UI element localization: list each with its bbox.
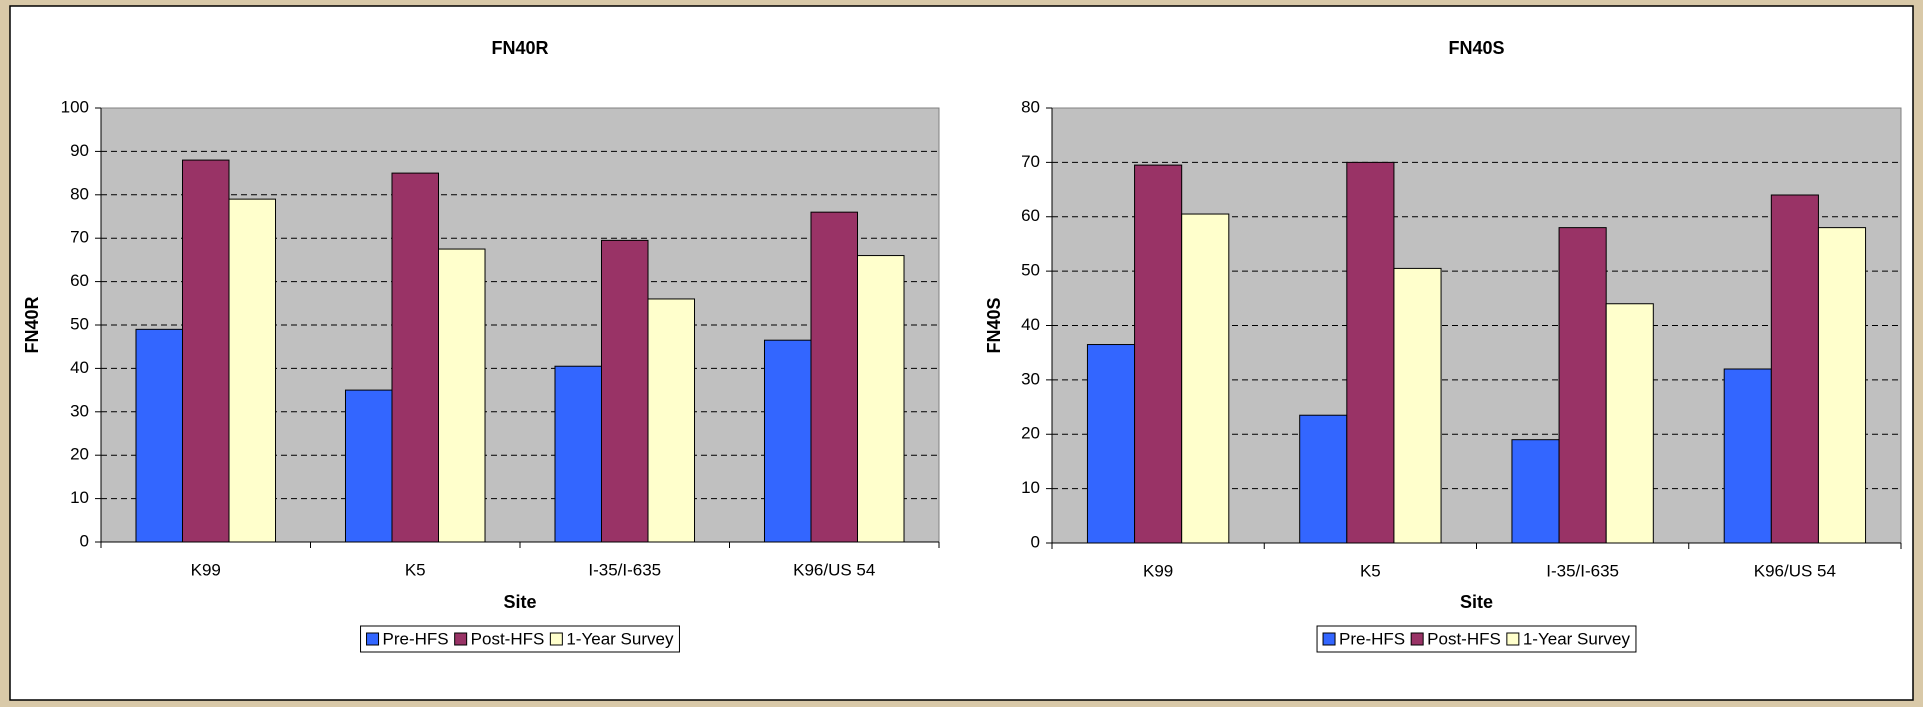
legend-swatch (1322, 632, 1336, 646)
bar (1299, 414, 1348, 544)
y-tick-label: 60 (1021, 206, 1040, 225)
y-tick-label: 80 (1021, 97, 1040, 116)
bar (554, 365, 602, 543)
y-tick-label: 10 (1021, 478, 1040, 497)
x-tick-label: K96/US 54 (793, 560, 875, 579)
y-tick-label: 70 (1021, 152, 1040, 171)
y-tick-label: 70 (70, 228, 89, 247)
y-tick-label: 0 (80, 531, 89, 550)
x-tick-label: K96/US 54 (1754, 561, 1836, 580)
legend-swatch (1410, 632, 1424, 646)
bar (1605, 303, 1654, 544)
legend-box (360, 625, 680, 653)
bar (1134, 164, 1183, 544)
bar (1086, 344, 1136, 544)
legend-label: 1-Year Survey (1523, 629, 1631, 648)
y-tick-label: 100 (61, 97, 89, 116)
legend-box (1316, 625, 1637, 653)
legend-label: Pre-HFS (1339, 629, 1405, 648)
legend-label: Pre-HFS (383, 629, 449, 648)
bar (135, 328, 183, 543)
bar (391, 172, 440, 543)
y-axis-title: FN40S (984, 297, 1004, 353)
bar (344, 389, 393, 543)
x-tick-label: K99 (1143, 561, 1173, 580)
bar (810, 211, 859, 543)
y-tick-label: 0 (1031, 532, 1040, 551)
y-tick-label: 50 (1021, 261, 1040, 280)
x-tick-label: K5 (1360, 561, 1381, 580)
bar (1346, 161, 1395, 544)
legend-label: Post-HFS (471, 629, 545, 648)
x-axis-title: Site (503, 592, 536, 612)
y-tick-label: 20 (70, 445, 89, 464)
legend-label: 1-Year Survey (566, 629, 674, 648)
bar (228, 198, 277, 543)
legend-swatch (454, 632, 468, 646)
legend-swatch (366, 632, 380, 646)
bar (857, 255, 905, 543)
bar (438, 248, 486, 543)
legend-swatch (549, 632, 563, 646)
y-tick-label: 50 (70, 314, 89, 333)
bar (1393, 267, 1442, 544)
x-tick-label: I-35/I-635 (588, 560, 661, 579)
bar (181, 159, 230, 543)
x-tick-label: I-35/I-635 (1546, 561, 1619, 580)
bar (1558, 227, 1607, 544)
legend-swatch (1506, 632, 1520, 646)
bar (1181, 213, 1230, 544)
y-tick-label: 30 (70, 401, 89, 420)
chart-title: FN40R (491, 38, 548, 58)
y-tick-label: 60 (70, 271, 89, 290)
bar (1511, 439, 1560, 544)
chart-title: FN40S (1448, 38, 1504, 58)
bar (647, 298, 696, 543)
y-tick-label: 10 (70, 488, 89, 507)
bar (1817, 227, 1867, 544)
x-tick-label: K99 (191, 560, 221, 579)
x-axis-title: Site (1460, 592, 1493, 612)
y-tick-label: 40 (1021, 315, 1040, 334)
y-axis-title: FN40R (22, 296, 42, 353)
bar (600, 239, 649, 543)
y-tick-label: 90 (70, 141, 89, 160)
bar (763, 339, 812, 543)
legend-label: Post-HFS (1427, 629, 1501, 648)
x-tick-label: K5 (405, 560, 426, 579)
y-tick-label: 30 (1021, 369, 1040, 388)
y-tick-label: 80 (70, 184, 89, 203)
bar (1723, 368, 1772, 544)
y-tick-label: 40 (70, 358, 89, 377)
bar (1770, 194, 1819, 544)
y-tick-label: 20 (1021, 424, 1040, 443)
